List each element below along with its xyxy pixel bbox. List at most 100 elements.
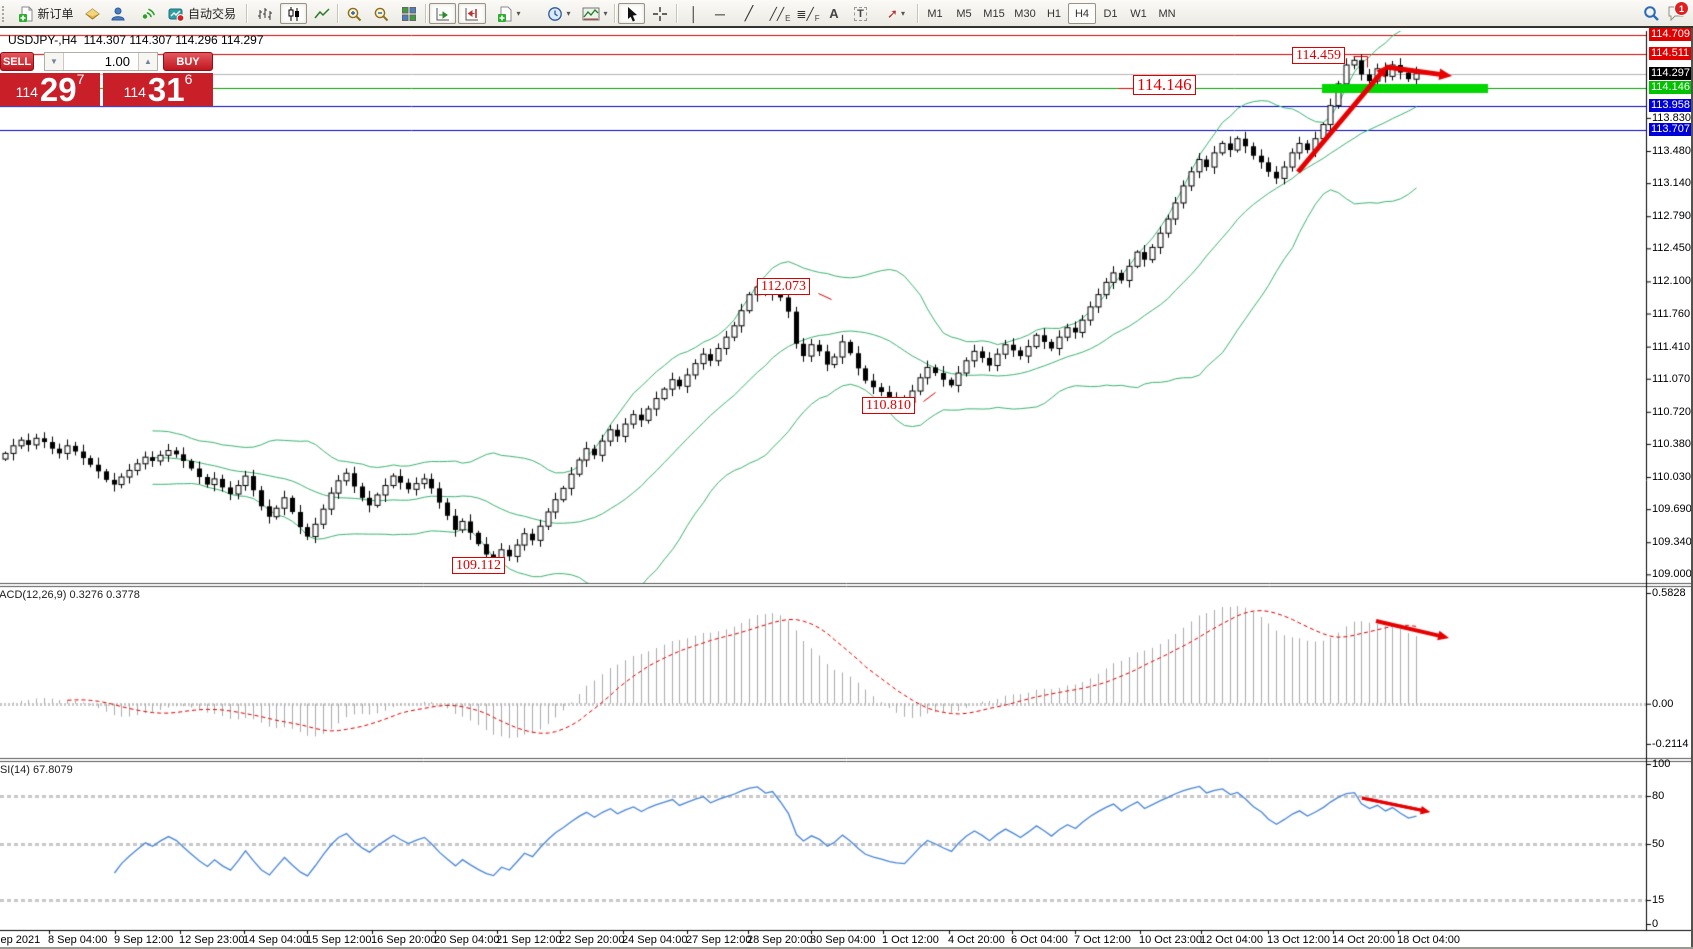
channel-tool-button[interactable]: ╱╱ E bbox=[767, 3, 793, 24]
price-chart-canvas[interactable] bbox=[0, 30, 1693, 949]
templates-caret-icon: ▾ bbox=[603, 8, 608, 18]
toolbar-separator bbox=[917, 4, 919, 23]
time-axis-label: 6 Oct 04:00 bbox=[1011, 934, 1068, 946]
tab-timeframe-w1[interactable]: W1 bbox=[1130, 7, 1147, 20]
volume-increase-button[interactable]: ▲ bbox=[138, 53, 157, 70]
rsi-indicator-label: RSI(14) 67.8079 bbox=[0, 764, 73, 776]
buy-price-sup: 6 bbox=[184, 71, 193, 87]
time-axis-label: 28 Sep 20:00 bbox=[747, 934, 813, 946]
tab-timeframe-h1[interactable]: H1 bbox=[1046, 7, 1062, 20]
notifications-button[interactable]: 1 bbox=[1663, 1, 1689, 24]
tab-timeframe-m1[interactable]: M1 bbox=[927, 7, 943, 20]
tab-timeframe-m5[interactable]: M5 bbox=[956, 7, 972, 20]
time-axis-label: 12 Sep 23:00 bbox=[179, 934, 245, 946]
buy-button[interactable]: BUY bbox=[163, 52, 213, 71]
zoom-out-button[interactable] bbox=[368, 3, 393, 24]
tab-timeframe-h4[interactable]: H4 bbox=[1068, 3, 1096, 24]
toolbar-separator bbox=[337, 4, 339, 23]
price-axis-tick: 111.410 bbox=[1652, 341, 1691, 353]
add-indicator-caret-icon: ▾ bbox=[516, 8, 521, 18]
add-indicator-button[interactable]: ▾ bbox=[492, 3, 526, 24]
arrows-tool-button[interactable]: ➚ ▾ bbox=[878, 3, 914, 24]
tab-timeframe-d1[interactable]: D1 bbox=[1103, 7, 1118, 20]
search-icon bbox=[1643, 5, 1660, 22]
cursor-icon bbox=[625, 6, 639, 22]
price-axis-tick: 113.140 bbox=[1652, 177, 1691, 189]
price-level-badge: 113.958 bbox=[1649, 99, 1693, 112]
templates-button[interactable]: ▾ bbox=[577, 3, 613, 24]
vertical-line-icon: │ bbox=[689, 5, 699, 22]
price-annotation-label: 109.112 bbox=[452, 557, 505, 575]
text-tool-button[interactable]: A bbox=[823, 3, 845, 24]
window-bottom-border bbox=[0, 947, 1693, 949]
crosshair-icon bbox=[652, 6, 668, 22]
time-axis-label: 9 Sep 12:00 bbox=[114, 934, 174, 946]
time-axis-label: 15 Sep 12:00 bbox=[306, 934, 372, 946]
metaeditor-button[interactable] bbox=[80, 3, 104, 24]
vertical-line-tool-button[interactable]: │ bbox=[683, 3, 705, 24]
price-level-badge: 114.146 bbox=[1649, 81, 1693, 94]
price-axis-tick: 110.030 bbox=[1652, 471, 1691, 483]
signals-icon bbox=[139, 6, 155, 22]
volume-stepper[interactable]: ▼ 1.00 ▲ bbox=[44, 52, 158, 71]
periods-button[interactable]: ▾ bbox=[543, 3, 575, 24]
time-axis-label: 27 Sep 12:00 bbox=[686, 934, 752, 946]
price-level-badge: 114.709 bbox=[1649, 28, 1693, 41]
horizontal-line-tool-button[interactable]: ─ bbox=[708, 3, 732, 24]
buy-price-display[interactable]: 114 31 6 bbox=[103, 71, 213, 106]
text-tool-icon: A bbox=[829, 6, 839, 21]
sell-price-display[interactable]: 114 29 7 bbox=[0, 71, 100, 106]
price-axis-tick: 109.000 bbox=[1652, 568, 1692, 580]
candlestick-mode-button[interactable] bbox=[280, 3, 307, 24]
line-chart-icon bbox=[314, 6, 330, 22]
search-button[interactable] bbox=[1639, 3, 1663, 24]
price-level-badge: 114.511 bbox=[1649, 47, 1693, 60]
trendline-tool-button[interactable]: ╱ bbox=[736, 3, 762, 24]
tab-timeframe-m15[interactable]: M15 bbox=[983, 7, 1005, 20]
channel-sub-letter: E bbox=[785, 14, 791, 23]
price-axis-tick: 111.070 bbox=[1652, 373, 1691, 385]
auto-scroll-icon bbox=[435, 6, 451, 22]
tab-timeframe-m30[interactable]: M30 bbox=[1014, 7, 1036, 20]
zoom-in-button[interactable] bbox=[341, 3, 366, 24]
tile-windows-button[interactable] bbox=[396, 3, 422, 24]
sell-button[interactable]: SELL bbox=[0, 52, 34, 71]
price-annotation-label: 110.810 bbox=[862, 397, 915, 415]
text-label-tool-button[interactable]: T bbox=[849, 3, 872, 24]
auto-scroll-button[interactable] bbox=[429, 3, 456, 24]
rsi-axis-tick: 0 bbox=[1652, 918, 1659, 930]
timeframe-group: M1 M5 M15 M30 H1 H4 D1 W1 MN bbox=[921, 3, 1183, 24]
price-axis-tick: 109.690 bbox=[1652, 503, 1692, 515]
time-axis-label: 4 Oct 20:00 bbox=[948, 934, 1005, 946]
price-axis-tick: 112.790 bbox=[1652, 210, 1691, 222]
volume-value[interactable]: 1.00 bbox=[104, 54, 130, 69]
cursor-tool-button[interactable] bbox=[618, 3, 645, 24]
price-axis-tick: 109.340 bbox=[1652, 536, 1692, 548]
arrows-tool-icon: ➚ bbox=[887, 5, 898, 21]
bar-chart-mode-button[interactable] bbox=[252, 3, 278, 24]
price-axis-tick: 113.830 bbox=[1652, 112, 1691, 124]
toolbar-separator bbox=[425, 4, 427, 23]
chart-shift-button[interactable] bbox=[458, 3, 486, 24]
horizontal-line-icon: ─ bbox=[715, 5, 725, 22]
chart-ohlc-title: USDJPY-,H4 114.307 114.307 114.296 114.2… bbox=[8, 33, 264, 47]
arrows-caret-icon: ▾ bbox=[900, 8, 905, 18]
line-chart-mode-button[interactable] bbox=[309, 3, 335, 24]
toolbar-grip[interactable] bbox=[2, 6, 9, 22]
profile-button[interactable] bbox=[106, 3, 130, 24]
volume-decrease-button[interactable]: ▼ bbox=[45, 53, 64, 70]
time-axis-label: 16 Sep 20:00 bbox=[371, 934, 437, 946]
clock-icon bbox=[547, 6, 563, 22]
tab-timeframe-mn[interactable]: MN bbox=[1158, 7, 1176, 20]
fibonacci-tool-button[interactable]: ≣╱ F bbox=[795, 3, 821, 24]
price-level-badge: 113.707 bbox=[1649, 123, 1693, 136]
price-axis-tick: 112.450 bbox=[1652, 242, 1691, 254]
signals-button[interactable] bbox=[134, 3, 160, 24]
auto-trading-button[interactable]: 自动交易 bbox=[163, 3, 241, 24]
profile-icon bbox=[110, 6, 126, 22]
add-indicator-icon bbox=[497, 6, 513, 22]
chart-shift-icon bbox=[464, 6, 480, 22]
new-order-button[interactable]: 新订单 bbox=[13, 3, 79, 24]
crosshair-tool-button[interactable] bbox=[647, 3, 673, 24]
text-label-icon: T bbox=[854, 6, 867, 21]
